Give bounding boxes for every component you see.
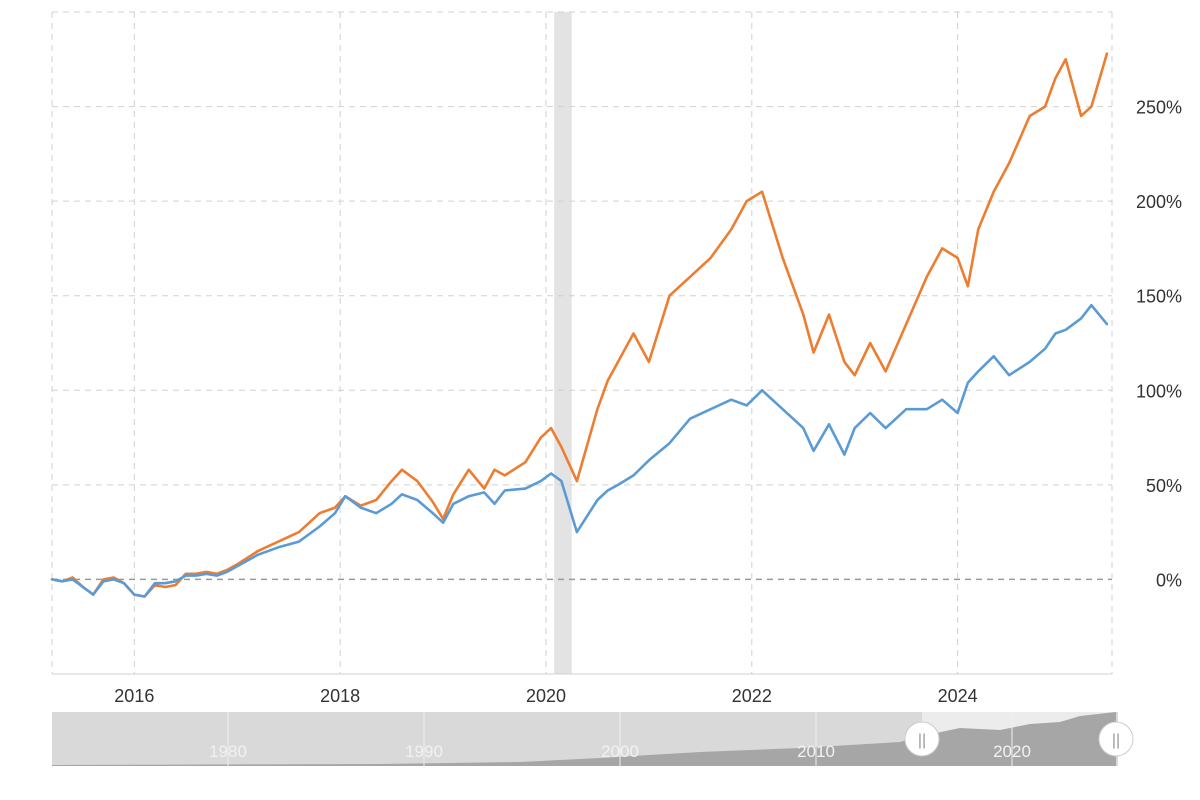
navigator-area [52, 712, 1116, 766]
range-navigator[interactable]: 1980 1990 2000 2010 2020 || || [52, 712, 1134, 766]
navigator-handle-right[interactable]: || [1098, 721, 1134, 757]
y-tick-label: 150% [1136, 287, 1182, 307]
recession-band-group [554, 12, 572, 674]
y-tick-label: 250% [1136, 98, 1182, 118]
grid-lines [51, 11, 1113, 675]
handle-left-knob[interactable] [904, 721, 940, 757]
x-tick-label: 2024 [938, 686, 978, 706]
y-axis-tick-labels: 0% 50% 100% 150% 200% 250% [1136, 98, 1182, 591]
navigator-year-label: 1980 [209, 742, 247, 761]
navigator-handle-left[interactable]: || [904, 721, 940, 757]
handle-left-grip-icon: || [918, 732, 926, 749]
handle-right-knob[interactable] [1098, 721, 1134, 757]
navigator-year-label: 2020 [993, 742, 1031, 761]
navigator-year-label: 1990 [405, 742, 443, 761]
y-tick-label: 100% [1136, 381, 1182, 401]
navigator-year-label: 2010 [797, 742, 835, 761]
series-line-1 [50, 52, 1109, 598]
handle-right-grip-icon: || [1112, 732, 1120, 749]
y-tick-label: 0% [1156, 570, 1182, 590]
navigator-dividers [227, 712, 1013, 766]
navigator-labels: 1980 1990 2000 2010 2020 [209, 742, 1031, 761]
y-tick-label: 200% [1136, 192, 1182, 212]
x-tick-label: 2022 [732, 686, 772, 706]
series-line-2 [50, 303, 1109, 598]
navigator-year-label: 2000 [601, 742, 639, 761]
x-tick-label: 2018 [320, 686, 360, 706]
recession-band [554, 12, 572, 674]
y-tick-label: 50% [1146, 476, 1182, 496]
x-tick-label: 2020 [526, 686, 566, 706]
series-lines [50, 52, 1109, 598]
x-axis-tick-labels: 2016 2018 2020 2022 2024 [114, 686, 977, 706]
x-tick-label: 2016 [114, 686, 154, 706]
